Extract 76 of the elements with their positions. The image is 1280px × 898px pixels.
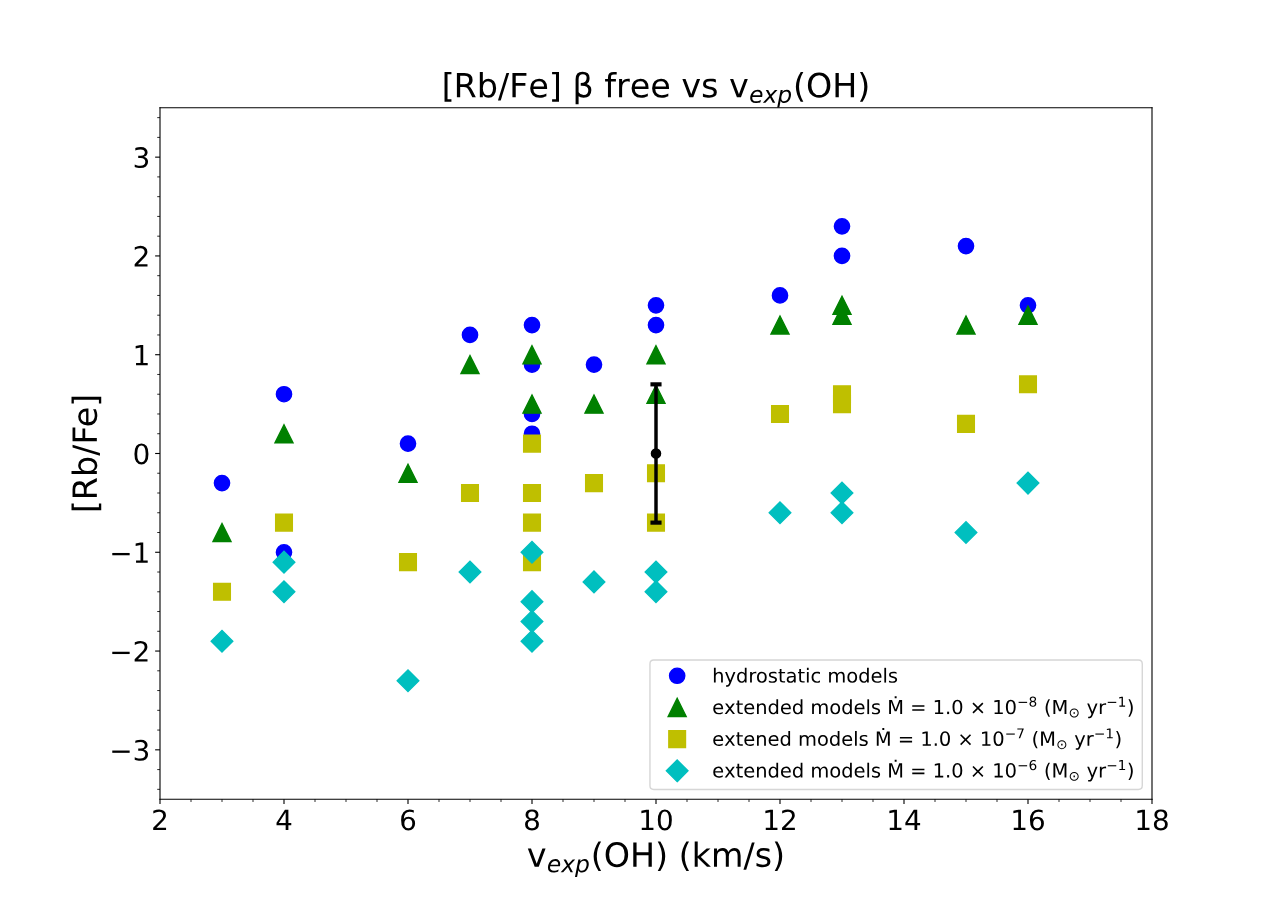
point bbox=[275, 385, 293, 403]
y-tick-label: −3 bbox=[112, 739, 149, 761]
x-axis-title: v$_{exp}$(OH) (km/s) bbox=[527, 841, 783, 878]
point bbox=[584, 474, 604, 493]
legend-label: extended models Ṁ = 1.0 × 10$^{−8}$ (M$_{⊙}$ yr$^{−1}$) bbox=[713, 696, 1133, 719]
x-tick-label: 4 bbox=[276, 809, 292, 831]
point bbox=[213, 474, 231, 492]
y-tick-label: 3 bbox=[134, 147, 149, 169]
point bbox=[956, 315, 976, 335]
point bbox=[833, 217, 851, 235]
point bbox=[522, 483, 542, 503]
x-tick-label: 12 bbox=[765, 809, 795, 831]
point bbox=[833, 247, 851, 265]
point bbox=[460, 354, 480, 375]
y-tick-label: 0 bbox=[134, 443, 149, 465]
point bbox=[584, 394, 604, 414]
point bbox=[1018, 305, 1038, 325]
point bbox=[398, 463, 418, 483]
point bbox=[650, 448, 662, 459]
y-axis-title: [Rb/Fe] bbox=[71, 396, 102, 511]
point bbox=[522, 394, 542, 414]
point bbox=[399, 435, 417, 452]
point bbox=[644, 580, 668, 604]
point bbox=[647, 296, 665, 314]
x-tick-label: 16 bbox=[1013, 809, 1044, 831]
point bbox=[1018, 375, 1038, 394]
y-tick-label: −2 bbox=[112, 640, 148, 662]
legend-label: extended models Ṁ = 1.0 × 10$^{−6}$ (M$_{⊙}$ yr$^{−1}$) bbox=[713, 759, 1133, 782]
legend-label: extened models Ṁ = 1.0 × 10$^{−7}$ (M$_{⊙}$ yr$^{−1}$) bbox=[713, 728, 1121, 750]
point bbox=[522, 344, 542, 365]
point bbox=[210, 629, 234, 653]
point bbox=[212, 522, 232, 543]
x-tick-label: 2 bbox=[153, 809, 167, 831]
point bbox=[520, 629, 544, 653]
point bbox=[460, 483, 480, 503]
point bbox=[771, 287, 789, 304]
point bbox=[954, 521, 978, 545]
point bbox=[520, 590, 544, 614]
point bbox=[520, 540, 544, 564]
y-tick-label: 1 bbox=[135, 345, 148, 366]
point bbox=[768, 501, 792, 525]
point bbox=[830, 501, 854, 525]
point bbox=[770, 315, 790, 335]
point bbox=[582, 570, 606, 594]
point bbox=[522, 434, 542, 453]
point bbox=[644, 560, 668, 584]
x-tick-label: 14 bbox=[889, 809, 921, 831]
point bbox=[458, 560, 482, 584]
point bbox=[398, 553, 418, 572]
point bbox=[461, 326, 479, 344]
x-tick-label: 8 bbox=[525, 809, 539, 831]
point bbox=[957, 237, 975, 255]
point bbox=[585, 356, 603, 373]
chart-title: [Rb/Fe] β free vs v$_{exp}$(OH) bbox=[444, 71, 868, 108]
y-tick-label: −1 bbox=[112, 542, 148, 563]
point bbox=[523, 316, 541, 334]
point bbox=[274, 513, 294, 532]
point bbox=[212, 582, 232, 601]
legend-label: hydrostatic models bbox=[713, 667, 898, 687]
point bbox=[956, 414, 976, 433]
point bbox=[646, 344, 666, 365]
point bbox=[832, 395, 852, 414]
point bbox=[396, 669, 420, 693]
point bbox=[1016, 471, 1040, 495]
point bbox=[272, 550, 296, 574]
x-tick-label: 10 bbox=[641, 809, 672, 831]
point bbox=[830, 481, 854, 505]
y-tick-label: 2 bbox=[134, 245, 148, 267]
point bbox=[272, 580, 296, 604]
point bbox=[274, 424, 294, 444]
point bbox=[522, 513, 542, 532]
point bbox=[647, 316, 665, 334]
x-tick-label: 18 bbox=[1137, 809, 1168, 831]
point bbox=[520, 609, 544, 633]
point bbox=[770, 404, 790, 424]
x-tick-label: 6 bbox=[401, 809, 416, 831]
